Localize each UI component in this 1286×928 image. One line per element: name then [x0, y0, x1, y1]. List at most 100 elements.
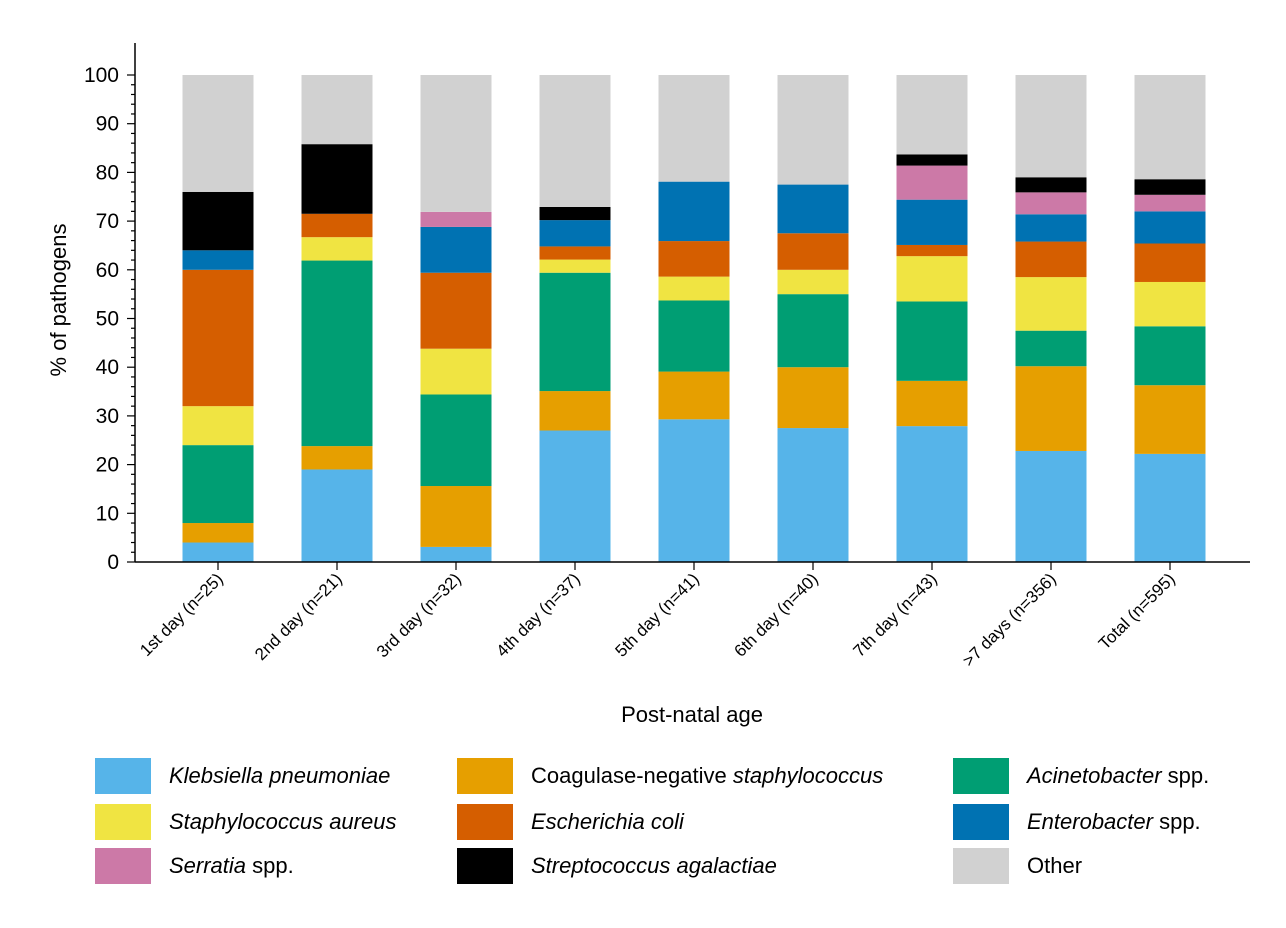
bar-segment-3-3 — [420, 394, 492, 487]
legend-item: Coagulase-negative staphylococcus — [457, 756, 883, 796]
legend-item: Acinetobacter spp. — [953, 756, 1209, 796]
legend-label-part: staphylococcus — [732, 763, 884, 788]
y-tick-label: 90 — [96, 113, 119, 136]
legend-label-part: Other — [1027, 853, 1083, 878]
bar-segment-8-3 — [1015, 330, 1087, 367]
bar-segment-3-2 — [420, 486, 492, 547]
x-tick-label: 7th day (n=43) — [850, 569, 941, 660]
y-tick-label: 20 — [96, 454, 119, 477]
bar-segment-7-2 — [896, 380, 968, 427]
bar-segment-8-2 — [1015, 366, 1087, 451]
bar-segment-9-4 — [1134, 281, 1206, 327]
bar-segment-6-5 — [777, 233, 849, 270]
bar-segment-5-3 — [658, 300, 730, 372]
legend-label-part: spp. — [246, 853, 294, 878]
legend-item: Other — [953, 846, 1082, 886]
bar-segment-5-9 — [658, 75, 730, 182]
bar-segment-9-6 — [1134, 211, 1206, 244]
x-tick-label: 2nd day (n=21) — [251, 569, 346, 664]
bar-segment-8-7 — [1015, 192, 1087, 215]
bar-segment-3-5 — [420, 272, 492, 349]
bar-segment-4-9 — [539, 75, 611, 207]
legend-label-part: Streptococcus agalactiae — [531, 853, 777, 878]
legend-label-part: Enterobacter — [1027, 809, 1153, 834]
bar-segment-6-4 — [777, 269, 849, 295]
legend-label-part: spp. — [1161, 763, 1210, 788]
x-axis-title: Post-natal age — [621, 702, 763, 727]
bar-segment-6-3 — [777, 294, 849, 368]
y-tick-label: 50 — [96, 308, 119, 331]
y-tick-label: 100 — [84, 64, 119, 87]
y-tick-label: 0 — [107, 551, 119, 574]
bar-segment-9-5 — [1134, 243, 1206, 282]
bar-segment-8-6 — [1015, 214, 1087, 242]
legend-item: Streptococcus agalactiae — [457, 846, 777, 886]
bar-segment-2-1 — [301, 469, 373, 562]
x-tick-label: 6th day (n=40) — [731, 569, 822, 660]
x-tick-label: 4th day (n=37) — [493, 569, 584, 660]
bar-segment-8-8 — [1015, 177, 1087, 193]
bar-segment-4-1 — [539, 430, 611, 562]
legend-swatch — [95, 804, 151, 840]
bar-segment-8-5 — [1015, 241, 1087, 278]
legend-label-part: Escherichia coli — [531, 809, 684, 834]
bar-segment-9-9 — [1134, 75, 1206, 180]
bar-segment-1-5 — [182, 269, 254, 407]
legend-label: Staphylococcus aureus — [169, 809, 396, 835]
legend-label: Enterobacter spp. — [1027, 809, 1201, 835]
bar-segment-5-5 — [658, 241, 730, 277]
bar-segment-3-9 — [420, 75, 492, 212]
legend-label-part: Serratia — [169, 853, 247, 878]
legend-swatch — [95, 848, 151, 884]
bar-segment-3-1 — [420, 546, 492, 562]
bar-segment-5-1 — [658, 419, 730, 562]
y-tick-label: 70 — [96, 210, 119, 233]
legend-label-part: Coagulase-negative — [531, 763, 733, 788]
legend-label-part: Staphylococcus aureus — [169, 809, 397, 834]
legend-swatch — [457, 848, 513, 884]
legend-item: Staphylococcus aureus — [95, 802, 396, 842]
bar-segment-8-4 — [1015, 277, 1087, 331]
bar-segment-1-1 — [182, 542, 254, 562]
bar-segment-9-1 — [1134, 453, 1206, 562]
bar-segment-2-3 — [301, 260, 373, 447]
legend-label: Streptococcus agalactiae — [531, 853, 777, 879]
y-tick-label: 60 — [96, 259, 119, 282]
bar-segment-6-6 — [777, 184, 849, 234]
bar-segment-7-3 — [896, 301, 968, 381]
bar-segment-2-4 — [301, 237, 373, 261]
bar-segment-9-2 — [1134, 385, 1206, 454]
bar-segment-7-7 — [896, 165, 968, 200]
bar-segment-1-9 — [182, 75, 254, 192]
bar-segment-7-6 — [896, 199, 968, 245]
legend-swatch — [95, 758, 151, 794]
y-tick-label: 40 — [96, 356, 119, 379]
legend-label-part: spp. — [1152, 809, 1201, 834]
legend-label-part: Klebsiella pneumoniae — [169, 763, 391, 788]
bar-segment-4-6 — [539, 220, 611, 247]
bar-segment-1-6 — [182, 250, 254, 270]
bar-segment-5-6 — [658, 181, 730, 242]
bar-segment-6-1 — [777, 428, 849, 562]
x-tick-label: 5th day (n=41) — [612, 569, 703, 660]
x-tick-label: 3rd day (n=32) — [373, 569, 465, 661]
legend: Klebsiella pneumoniae Coagulase-negative … — [0, 748, 1286, 898]
legend-label: Klebsiella pneumoniae — [169, 763, 390, 789]
bar-segment-9-7 — [1134, 194, 1206, 212]
y-axis: 0 10 20 30 40 50 60 70 80 90 100 — [84, 43, 136, 574]
bar-segment-1-4 — [182, 406, 254, 446]
legend-label: Other — [1027, 853, 1082, 879]
bar-segment-1-3 — [182, 445, 254, 524]
bar-segment-8-9 — [1015, 75, 1087, 178]
legend-item: Serratia spp. — [95, 846, 294, 886]
bar-segment-2-8 — [301, 144, 373, 214]
legend-item: Escherichia coli — [457, 802, 684, 842]
bar-segment-4-8 — [539, 206, 611, 221]
legend-label-part: Acinetobacter — [1027, 763, 1162, 788]
legend-swatch — [953, 758, 1009, 794]
legend-swatch — [457, 804, 513, 840]
bar-segment-1-8 — [182, 191, 254, 251]
bar-segment-7-9 — [896, 75, 968, 155]
bar-segment-3-7 — [420, 211, 492, 227]
legend-swatch — [457, 758, 513, 794]
